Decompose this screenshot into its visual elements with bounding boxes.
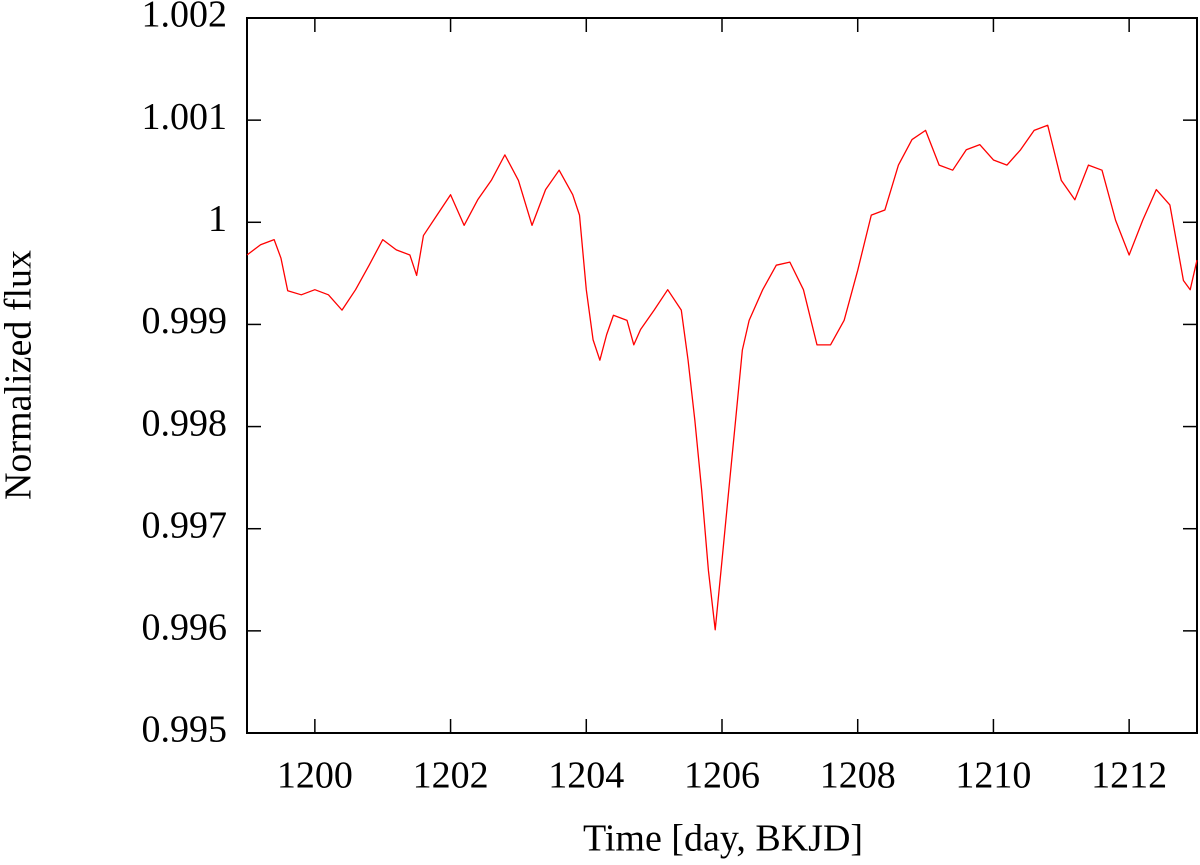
y-tick-label: 0.997: [142, 504, 228, 546]
y-tick-label: 1: [208, 198, 227, 240]
x-axis-label: Time [day, BKJD]: [583, 818, 863, 860]
x-tick-label: 1202: [413, 755, 489, 797]
y-tick-label: 0.995: [142, 709, 228, 751]
flux-line: [246, 124, 1198, 631]
x-tick-label: 1206: [684, 755, 760, 797]
x-tick-label: 1204: [548, 755, 624, 797]
x-tick-label: 1212: [1091, 755, 1167, 797]
y-tick-label: 1.002: [142, 0, 228, 36]
y-axis-label: Normalized flux: [0, 250, 40, 500]
x-tick-label: 1210: [955, 755, 1031, 797]
plot-frame: [246, 17, 1198, 734]
x-tick-label: 1200: [277, 755, 353, 797]
y-tick-label: 0.998: [142, 402, 228, 444]
x-tick-label: 1208: [820, 755, 896, 797]
y-tick-label: 0.996: [142, 607, 228, 649]
y-tick-label: 0.999: [142, 300, 228, 342]
y-tick-label: 1.001: [142, 96, 228, 138]
